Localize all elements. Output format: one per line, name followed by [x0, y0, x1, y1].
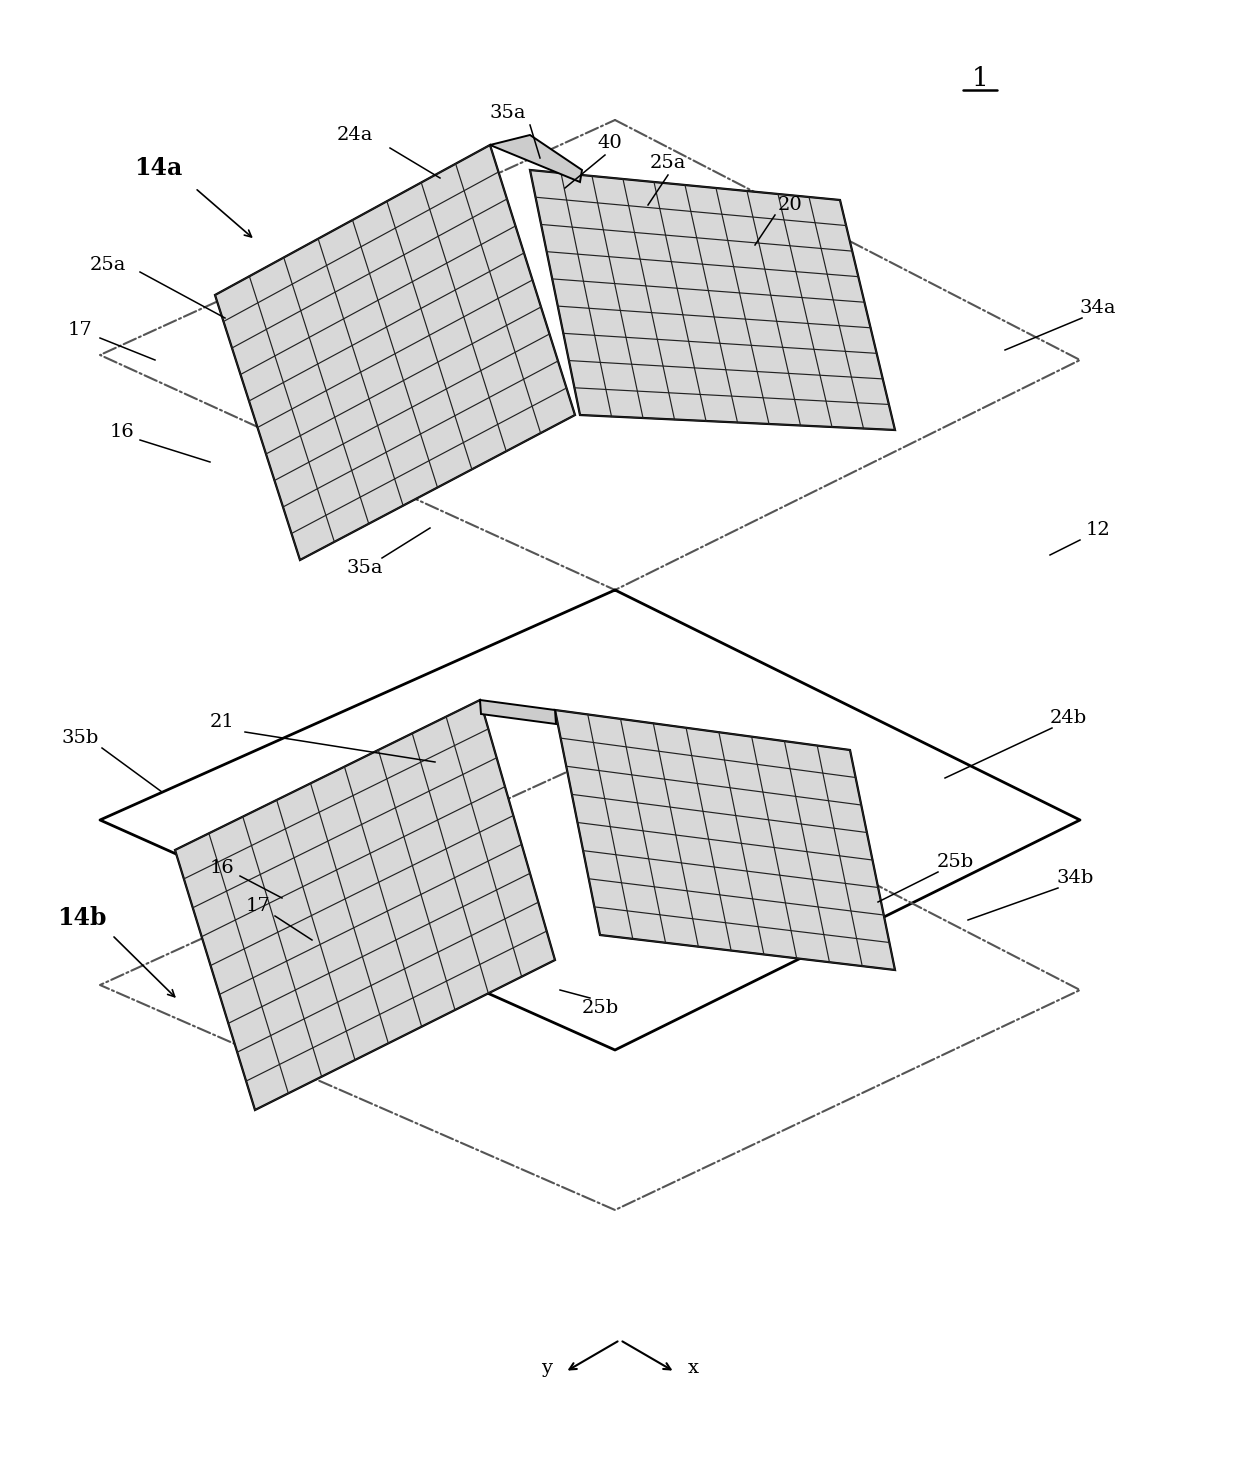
Text: 12: 12 — [1086, 521, 1110, 538]
Text: 14a: 14a — [134, 156, 182, 180]
Text: x: x — [687, 1358, 698, 1378]
Polygon shape — [215, 145, 575, 560]
Polygon shape — [175, 700, 556, 1111]
Polygon shape — [556, 710, 895, 970]
Text: 25a: 25a — [89, 257, 126, 274]
Text: 24b: 24b — [1049, 709, 1086, 728]
Text: 20: 20 — [777, 197, 802, 214]
Text: 25b: 25b — [936, 852, 973, 871]
Text: 16: 16 — [210, 860, 234, 877]
Text: 35a: 35a — [347, 559, 383, 577]
Text: 1: 1 — [972, 66, 988, 91]
Text: 35a: 35a — [490, 104, 526, 122]
Text: 24a: 24a — [337, 126, 373, 144]
Text: 21: 21 — [210, 713, 234, 731]
Text: 40: 40 — [598, 133, 622, 153]
Text: 17: 17 — [246, 896, 270, 915]
Text: 25a: 25a — [650, 154, 686, 172]
Text: 25b: 25b — [582, 999, 619, 1017]
Polygon shape — [529, 170, 895, 430]
Text: 34b: 34b — [1056, 868, 1094, 888]
Text: 34a: 34a — [1080, 299, 1116, 317]
Polygon shape — [480, 700, 556, 725]
Text: 17: 17 — [68, 321, 92, 339]
Text: 14b: 14b — [57, 907, 107, 930]
Polygon shape — [490, 135, 582, 182]
Text: 35b: 35b — [61, 729, 99, 747]
Text: y: y — [542, 1358, 553, 1378]
Text: 16: 16 — [109, 422, 134, 442]
